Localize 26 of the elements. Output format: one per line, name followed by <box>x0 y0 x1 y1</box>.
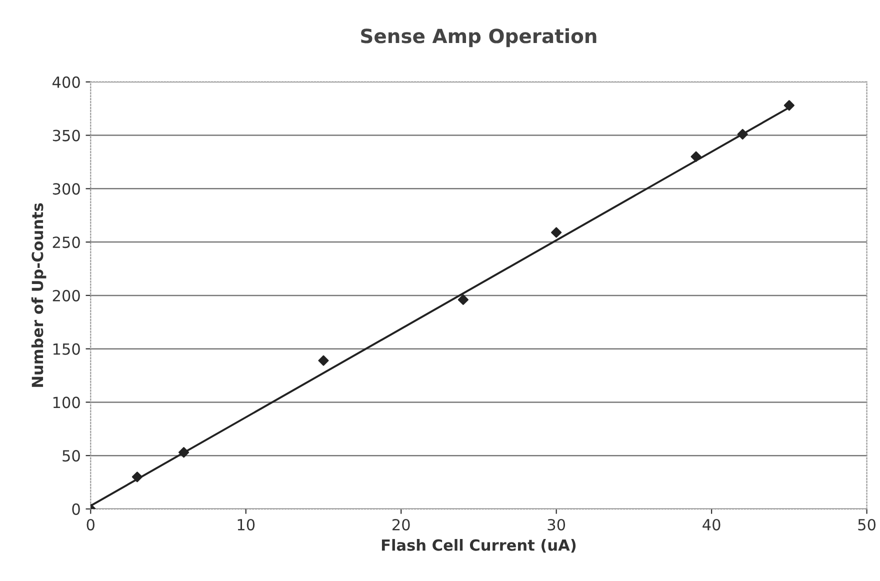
point <box>132 472 143 482</box>
x-tick-label: 50 <box>858 518 876 531</box>
point <box>318 355 329 366</box>
y-tick-label: 350 <box>52 130 80 142</box>
y-tick-label: 200 <box>52 290 80 302</box>
y-axis-title: Number of Up-Counts <box>31 203 46 387</box>
x-tick-label: 30 <box>548 518 566 531</box>
x-axis-title: Flash Cell Current (uA) <box>382 539 576 553</box>
x-tick-label: 0 <box>86 518 94 531</box>
y-tick-label: 100 <box>53 396 80 408</box>
chart-title: Sense Amp Operation <box>361 28 596 48</box>
x-tick-label: 20 <box>392 518 410 531</box>
y-tick-label: 0 <box>72 503 80 515</box>
y-tick-label: 250 <box>52 236 80 248</box>
y-tick-label: 50 <box>62 450 80 462</box>
point <box>737 128 748 140</box>
x-tick-label: 40 <box>702 518 720 531</box>
y-tick-label: 400 <box>52 76 80 88</box>
y-tick-label: 300 <box>52 183 80 195</box>
point <box>458 294 468 306</box>
y-tick-label: 150 <box>53 343 80 355</box>
point <box>784 100 794 111</box>
point <box>690 151 702 162</box>
point <box>178 447 190 458</box>
point <box>551 227 562 238</box>
x-tick-label: 10 <box>238 518 255 531</box>
